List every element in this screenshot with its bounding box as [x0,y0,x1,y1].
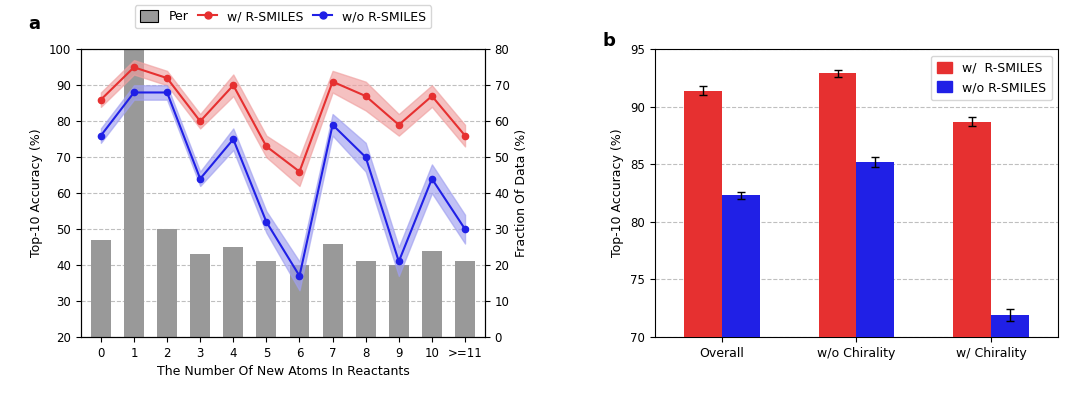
Bar [389,265,408,337]
Y-axis label: Top-10 Accuracy (%): Top-10 Accuracy (%) [611,129,624,257]
Text: b: b [602,32,615,50]
X-axis label: The Number Of New Atoms In Reactants: The Number Of New Atoms In Reactants [157,365,409,378]
Text: a: a [28,15,40,33]
Bar [819,74,856,411]
Bar [721,196,759,411]
Legend: w/  R-SMILES, w/o R-SMILES: w/ R-SMILES, w/o R-SMILES [931,55,1052,100]
Bar [190,254,211,337]
Bar [422,251,442,337]
Bar [256,261,276,337]
Bar [455,261,475,337]
Bar [124,49,144,337]
Bar [224,247,243,337]
Bar [323,243,342,337]
Y-axis label: Fraction Of Data (%): Fraction Of Data (%) [515,129,528,257]
Bar [158,229,177,337]
Bar [856,162,894,411]
Bar [684,91,721,411]
Bar [954,122,991,411]
Bar [289,265,310,337]
Bar [91,240,111,337]
Bar [991,315,1029,411]
Bar [355,261,376,337]
Y-axis label: Top-10 Accuracy (%): Top-10 Accuracy (%) [30,129,43,257]
Legend: Per, w/ R-SMILES, w/o R-SMILES: Per, w/ R-SMILES, w/o R-SMILES [135,5,431,28]
